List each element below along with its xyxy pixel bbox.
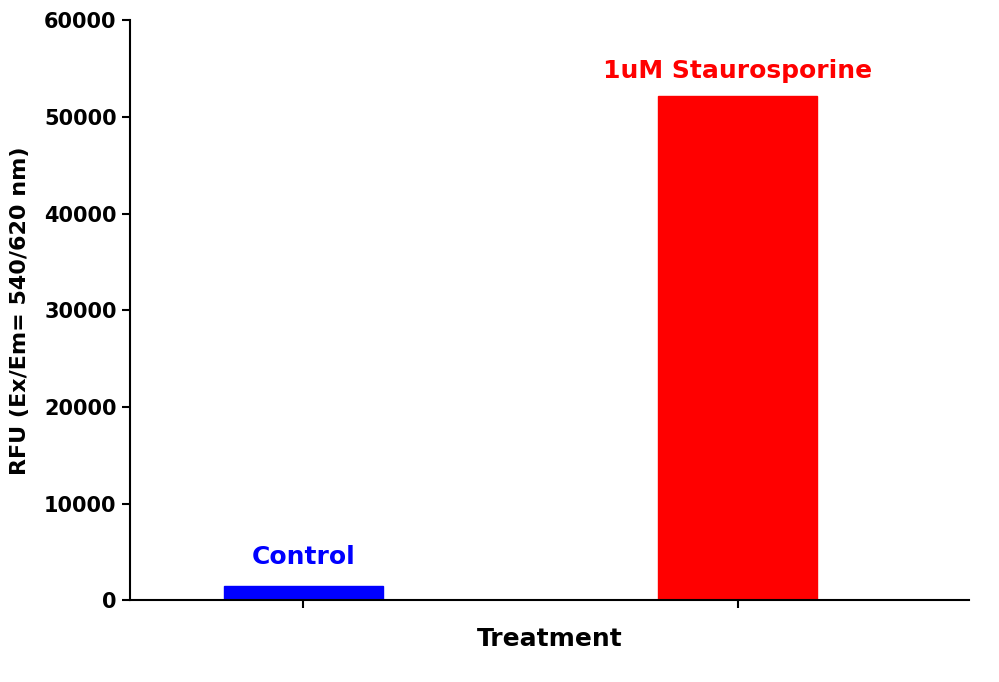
X-axis label: Treatment: Treatment: [477, 627, 622, 651]
Text: 1uM Staurosporine: 1uM Staurosporine: [603, 59, 872, 83]
Y-axis label: RFU (Ex/Em= 540/620 nm): RFU (Ex/Em= 540/620 nm): [10, 146, 30, 475]
Bar: [224, 586, 383, 600]
Text: Control: Control: [252, 545, 356, 569]
Bar: [658, 96, 817, 600]
